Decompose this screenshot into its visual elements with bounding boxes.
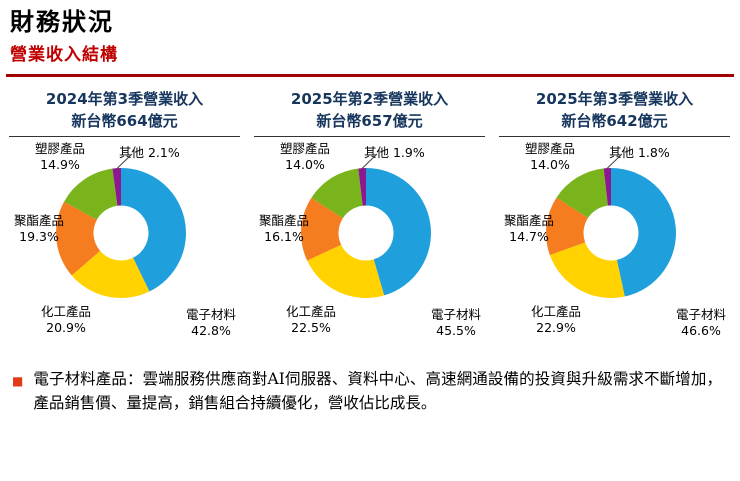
slice-label-value: 14.0% [285, 157, 325, 173]
slice-label-electronic-materials: 電子材料 45.5% [422, 307, 490, 339]
pie-slice-chemical-products [307, 245, 385, 299]
pie-slice-electronic-materials [611, 168, 676, 297]
slice-label-name: 電子材料 [675, 307, 726, 323]
slice-label-value: 14.7% [509, 229, 549, 245]
donut-svg [545, 153, 676, 299]
slice-label-value: 14.0% [530, 157, 570, 173]
page-subtitle: 營業收入結構 [10, 44, 118, 65]
donut-chart-2025-q2: 電子材料 45.5% 化工產品 22.5% 聚酯產品 16.1% 塑膠產品 14.0% 其他 1… [252, 141, 487, 347]
slice-label-name: 聚酯產品 [503, 213, 554, 229]
chart-title-line1: 2025年第2季營業收入 [290, 89, 449, 108]
others-leader-line [606, 153, 623, 170]
others-leader-line [361, 153, 378, 170]
slice-label-name: 塑膠產品 [34, 141, 85, 157]
footnote-text: 電子材料產品：雲端服務供應商對AI伺服器、資料中心、高速網通設備的投資與升級需求… [33, 370, 722, 413]
bullet-square-icon: ■ [12, 374, 24, 389]
slice-label-name: 化工產品 [285, 304, 336, 320]
pie-slice-chemical-products [71, 251, 150, 299]
slice-label-others: 其他 1.8% [609, 145, 670, 161]
slice-label-value: 45.5% [436, 323, 476, 339]
slice-label-electronic-materials: 電子材料 46.6% [667, 307, 735, 339]
pie-slice-others [112, 168, 121, 207]
slice-label-chemical-products: 化工產品 22.9% [517, 304, 595, 336]
slice-label-value: 20.9% [46, 320, 86, 336]
slice-label-name: 聚酯產品 [13, 213, 64, 229]
chart-title-2024-q3: 2024年第3季營業收入 新台幣664億元 [9, 89, 240, 138]
chart-title-2025-q3: 2025年第3季營業收入 新台幣642億元 [499, 89, 730, 138]
slice-label-value: 16.1% [264, 229, 304, 245]
slice-label-plastic-products: 塑膠產品 14.0% [266, 141, 344, 173]
others-leader-line [116, 153, 133, 170]
pie-slice-others [358, 168, 366, 206]
page-title: 財務狀況 [10, 8, 114, 36]
pie-slice-electronic-materials [121, 168, 186, 292]
chart-title-line2: 新台幣642億元 [561, 111, 668, 130]
pie-slice-polyester-products [545, 197, 588, 256]
slice-label-name: 電子材料 [185, 307, 236, 323]
donut-svg [301, 153, 431, 299]
slice-label-chemical-products: 化工產品 20.9% [27, 304, 105, 336]
slice-label-polyester-products: 聚酯產品 16.1% [250, 213, 318, 245]
pie-slice-polyester-products [301, 198, 343, 261]
slice-label-chemical-products: 化工產品 22.5% [272, 304, 350, 336]
donut-chart-2025-q3: 電子材料 46.6% 化工產品 22.9% 聚酯產品 14.7% 塑膠產品 14.0% 其他 1… [497, 141, 732, 347]
pie-slice-electronic-materials [366, 168, 431, 296]
charts-row: 2024年第3季營業收入 新台幣664億元 電子材料 42.8% 化工產品 20.9%… [0, 89, 740, 348]
slice-label-others: 其他 2.1% [119, 145, 180, 161]
chart-title-line1: 2024年第3季營業收入 [45, 89, 204, 108]
slice-label-others: 其他 1.9% [364, 145, 425, 161]
pie-slice-plastic-products [556, 168, 608, 219]
slice-label-name: 化工產品 [530, 304, 581, 320]
slice-label-plastic-products: 塑膠產品 14.0% [511, 141, 589, 173]
slice-label-electronic-materials: 電子材料 42.8% [177, 307, 245, 339]
chart-title-line1: 2025年第3季營業收入 [535, 89, 694, 108]
chart-title-2025-q2: 2025年第2季營業收入 新台幣657億元 [254, 89, 485, 138]
slice-label-value: 42.8% [191, 323, 231, 339]
red-divider-line [6, 73, 734, 77]
slice-label-name: 塑膠產品 [524, 141, 575, 157]
donut-chart-2024-q3: 電子材料 42.8% 化工產品 20.9% 聚酯產品 19.3% 塑膠產品 14.9% 其他 2… [7, 141, 242, 347]
slice-label-name: 聚酯產品 [258, 213, 309, 229]
donut-svg [56, 153, 186, 299]
chart-title-line2: 新台幣657億元 [316, 111, 423, 130]
slice-label-name: 電子材料 [430, 307, 481, 323]
chart-column-2024-q3: 2024年第3季營業收入 新台幣664億元 電子材料 42.8% 化工產品 20.9%… [2, 89, 247, 348]
slice-label-value: 46.6% [681, 323, 721, 339]
slice-label-polyester-products: 聚酯產品 14.7% [495, 213, 563, 245]
pie-slice-others [603, 168, 611, 206]
chart-column-2025-q3: 2025年第3季營業收入 新台幣642億元 電子材料 46.6% 化工產品 22.9%… [492, 89, 737, 348]
pie-slice-plastic-products [64, 168, 118, 221]
chart-column-2025-q2: 2025年第2季營業收入 新台幣657億元 電子材料 45.5% 化工產品 22.5%… [247, 89, 492, 348]
slice-label-polyester-products: 聚酯產品 19.3% [5, 213, 73, 245]
pie-slice-polyester-products [56, 201, 101, 276]
slice-label-plastic-products: 塑膠產品 14.9% [21, 141, 99, 173]
chart-title-line2: 新台幣664億元 [71, 111, 178, 130]
slice-label-name: 化工產品 [40, 304, 91, 320]
slice-label-value: 22.9% [536, 320, 576, 336]
slice-label-value: 19.3% [19, 229, 59, 245]
footnote: ■ 電子材料產品：雲端服務供應商對AI伺服器、資料中心、高速網通設備的投資與升級… [0, 367, 740, 415]
slide-header: 財務狀況 營業收入結構 [0, 0, 740, 65]
pie-slice-plastic-products [311, 168, 363, 219]
pie-slice-chemical-products [549, 242, 625, 299]
slice-label-value: 22.5% [291, 320, 331, 336]
slice-label-name: 塑膠產品 [279, 141, 330, 157]
slice-label-value: 14.9% [40, 157, 80, 173]
